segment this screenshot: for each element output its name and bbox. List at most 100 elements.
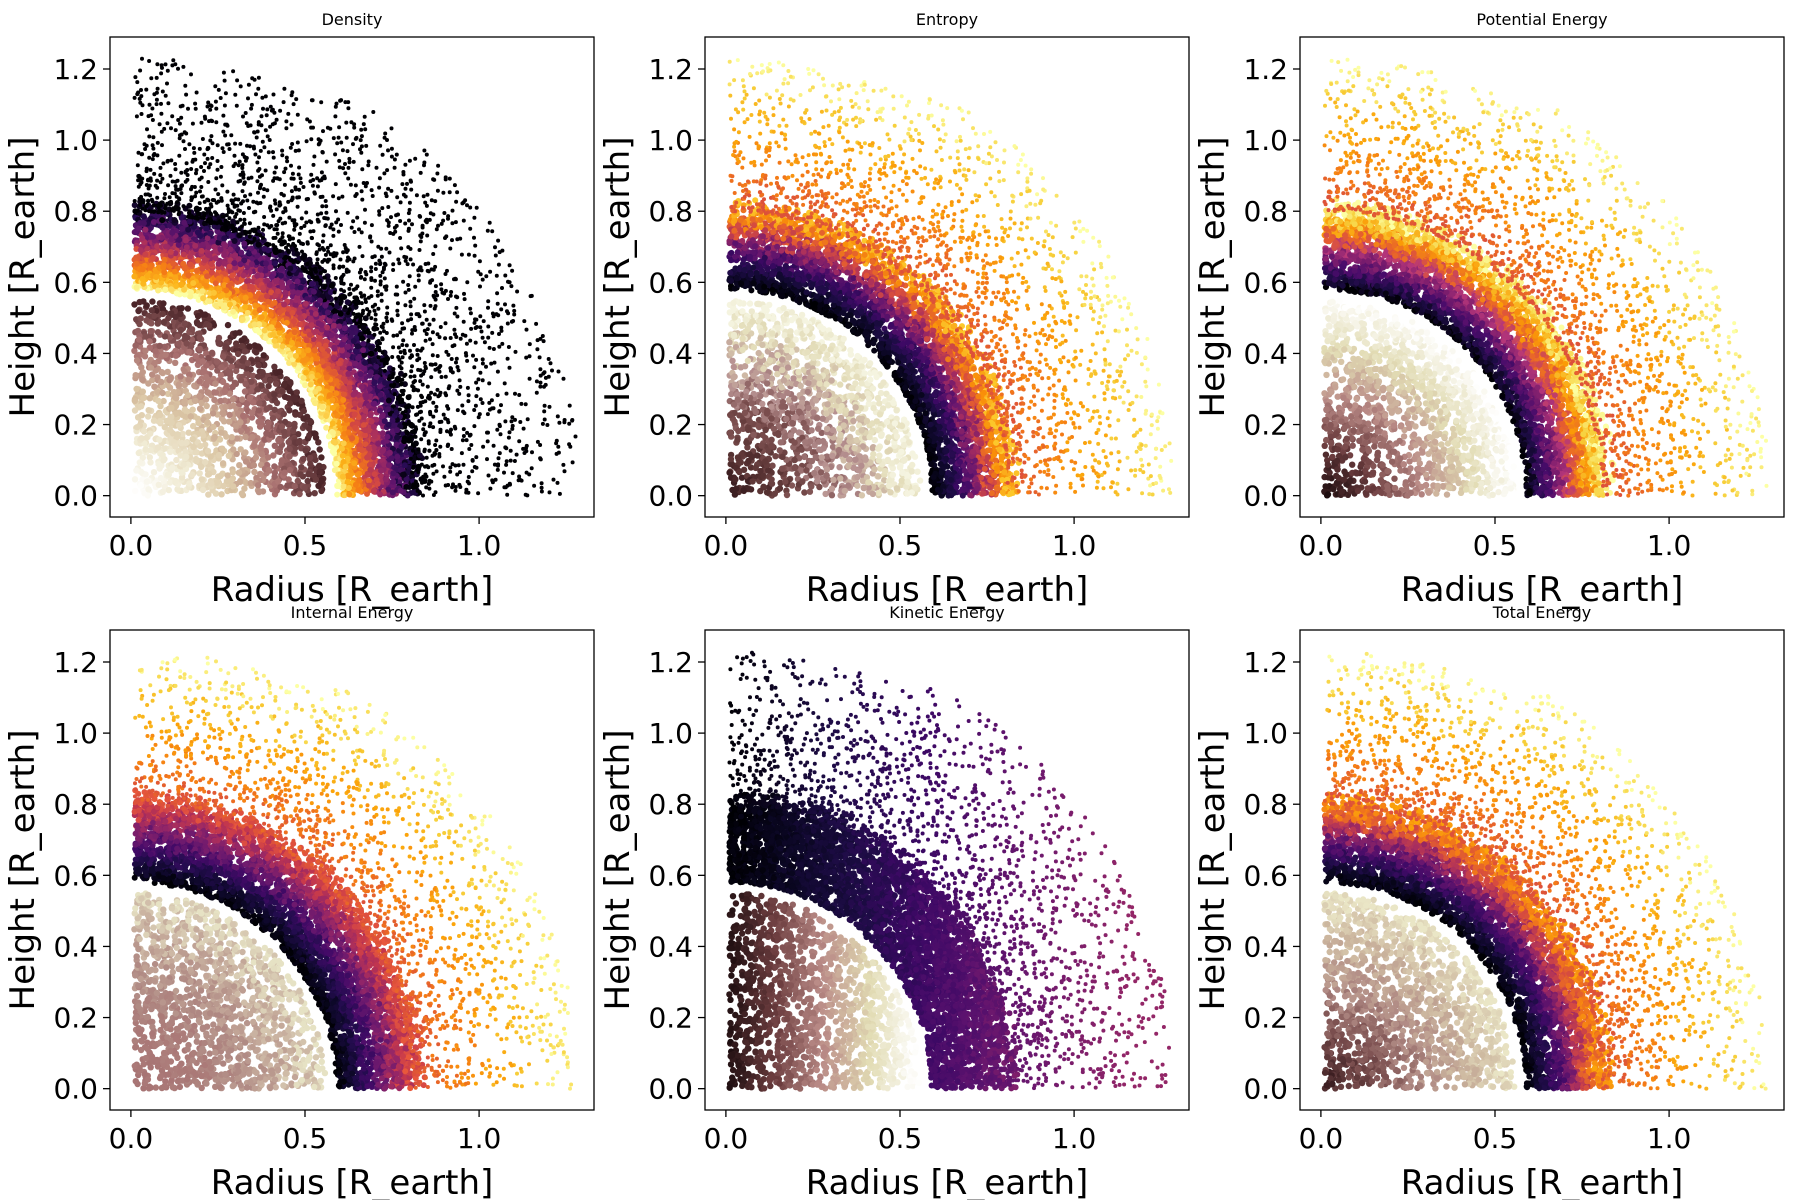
mantle-point — [211, 243, 218, 250]
core-point — [263, 405, 270, 413]
core-point — [140, 394, 147, 402]
mantle-point — [331, 322, 337, 329]
core-point — [163, 417, 170, 425]
core-point — [275, 478, 282, 485]
core-point — [239, 396, 246, 403]
mantle-point — [256, 329, 263, 336]
core-point — [199, 311, 206, 318]
core-point — [210, 423, 217, 431]
core-point — [137, 482, 145, 489]
mantle-point — [244, 309, 251, 316]
core-point — [260, 352, 267, 359]
mantle-point — [248, 284, 255, 290]
mantle-point — [333, 390, 340, 397]
mantle-point — [210, 289, 217, 296]
core-point — [156, 436, 163, 443]
mantle-point — [242, 304, 248, 310]
core-point — [250, 442, 258, 450]
core-point — [196, 405, 204, 412]
core-point — [181, 368, 188, 375]
mantle-point — [133, 284, 140, 291]
core-point — [224, 321, 232, 329]
core-point — [160, 457, 167, 464]
core-point — [295, 439, 303, 446]
core-point — [134, 327, 142, 335]
core-point — [135, 449, 142, 457]
core-point — [229, 396, 237, 403]
mantle-point — [252, 293, 259, 300]
mantle-point — [323, 330, 330, 337]
core-point — [195, 419, 202, 426]
mantle-point — [349, 435, 356, 442]
mantle-point — [241, 240, 248, 247]
mantle-point — [270, 331, 276, 338]
core-point — [192, 353, 199, 360]
core-point — [164, 471, 172, 478]
mantle-point — [166, 222, 173, 229]
mantle-point — [131, 202, 138, 209]
core-point — [146, 454, 153, 461]
core-point — [146, 338, 153, 345]
core-point — [265, 454, 272, 461]
core-point — [275, 437, 282, 444]
core-point — [150, 469, 158, 476]
core-point — [157, 474, 165, 482]
mantle-point — [162, 286, 169, 293]
core-point — [142, 446, 149, 453]
core-point — [198, 399, 205, 407]
mantle-point — [294, 341, 301, 348]
core-point — [292, 396, 299, 403]
mantle-point — [334, 483, 341, 490]
mantle-point — [217, 246, 224, 253]
core-point — [187, 413, 194, 420]
mantle-point — [155, 287, 162, 294]
core-point — [143, 302, 150, 309]
core-point — [227, 368, 234, 376]
core-point — [213, 479, 220, 486]
core-point — [278, 457, 286, 464]
mantle-point — [267, 264, 274, 271]
mantle-point — [302, 382, 309, 389]
core-point — [307, 460, 314, 468]
mantle-point — [362, 408, 369, 414]
core-point — [305, 471, 312, 478]
mantle-point — [366, 482, 373, 489]
mantle-point — [360, 414, 367, 420]
core-point — [136, 336, 143, 343]
core-point — [205, 322, 213, 329]
core-point — [182, 413, 189, 420]
mantle-point — [161, 256, 168, 263]
core-point — [178, 469, 185, 476]
mantle-point — [277, 336, 283, 343]
mantle-point — [345, 370, 352, 377]
core-point — [147, 459, 154, 466]
core-point — [211, 404, 218, 411]
mantle-point — [281, 301, 288, 308]
core-point — [230, 446, 237, 453]
core-point — [172, 477, 179, 485]
core-point — [281, 418, 289, 426]
core-point — [286, 407, 293, 414]
core-point — [192, 397, 199, 405]
core-point — [199, 486, 207, 494]
core-point — [269, 415, 277, 422]
mantle-point — [223, 287, 230, 294]
core-point — [259, 369, 266, 376]
core-point — [186, 480, 193, 487]
core-point — [271, 406, 278, 413]
core-point — [185, 429, 192, 436]
core-point — [315, 482, 322, 489]
mantle-point — [236, 232, 243, 239]
mantle-point — [275, 288, 281, 295]
core-point — [220, 353, 227, 360]
mantle-point — [317, 395, 324, 402]
core-point — [295, 431, 302, 438]
core-point — [196, 378, 203, 385]
core-point — [243, 370, 250, 377]
mantle-point — [323, 424, 330, 431]
core-point — [239, 357, 246, 364]
core-point — [175, 340, 182, 347]
core-point — [301, 484, 308, 491]
core-point — [219, 460, 227, 467]
core-point — [154, 388, 161, 396]
